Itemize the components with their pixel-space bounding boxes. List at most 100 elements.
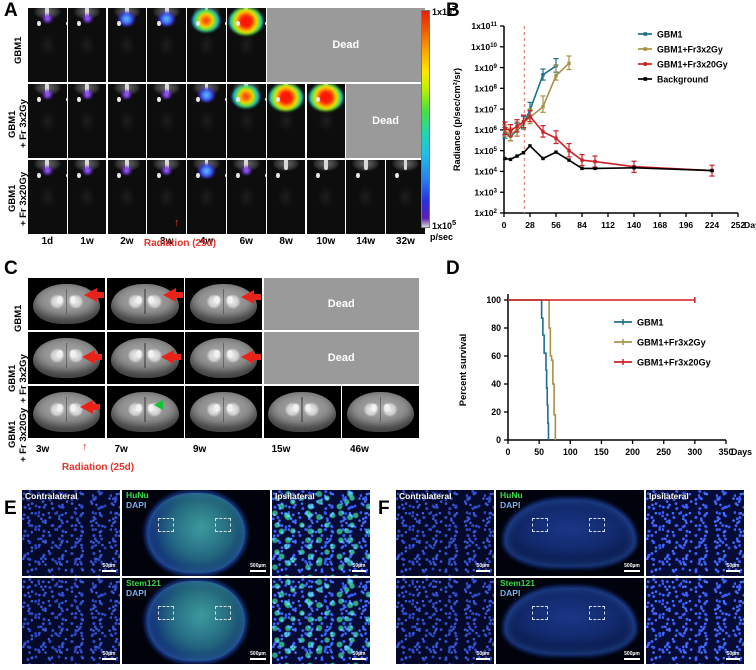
svg-text:40: 40 xyxy=(491,379,501,389)
svg-text:GBM1+Fr3x20Gy: GBM1+Fr3x20Gy xyxy=(657,59,728,69)
bioluminescence-signal xyxy=(240,166,252,176)
panel-b-chart: 1x102 1x103 1x104 1x105 1x106 1x107 1x108 1x109… xyxy=(452,21,756,230)
panel-c-mri-row1-col1 xyxy=(28,278,105,330)
panel-c-row-label-fr3x2gy-line1: GBM1 xyxy=(7,364,18,392)
marker-name: HuNu xyxy=(126,490,149,500)
counterstain-name: DAPI xyxy=(500,499,521,510)
svg-text:Radiance (p/sec/cm²/sr): Radiance (p/sec/cm²/sr) xyxy=(452,68,462,171)
panel-c-mri-row2-col1 xyxy=(28,332,105,384)
panel-a-image-row2-col4 xyxy=(147,84,186,158)
bioluminescence-signal xyxy=(41,166,53,176)
panel-a-timepoint-6w: 6w xyxy=(239,236,253,247)
bioluminescence-signal xyxy=(41,14,53,24)
panel-c-mri-row3-col4 xyxy=(263,386,341,438)
roi-box-contralateral xyxy=(531,605,548,620)
panel-c-dead-box-row1: Dead xyxy=(263,278,419,330)
svg-text:168: 168 xyxy=(653,220,668,230)
scale-bar-50um: 50µm xyxy=(102,564,116,572)
tumor-arrow-icon xyxy=(160,350,181,364)
svg-text:56: 56 xyxy=(551,220,561,230)
bioluminescence-signal xyxy=(232,85,261,109)
svg-text:28: 28 xyxy=(525,220,535,230)
svg-text:84: 84 xyxy=(577,220,587,230)
marker-name: HuNu xyxy=(500,490,523,500)
svg-text:GBM1: GBM1 xyxy=(637,317,664,327)
panel-c-radiation-label: Radiation (25d) xyxy=(61,462,135,473)
svg-text:1x1011: 1x1011 xyxy=(471,21,497,32)
panel-c-row-label-gbm1: GBM1 xyxy=(13,304,24,332)
bioluminescence-signal xyxy=(308,84,343,112)
tumor-arrow-icon xyxy=(84,288,104,302)
colorbar-unit-label: p/sec xyxy=(430,232,454,242)
panel-a-image-row1-col3 xyxy=(107,8,147,82)
panel-a-image-row2-col1 xyxy=(28,84,67,158)
svg-text:100: 100 xyxy=(486,295,501,305)
svg-text:GBM1+Fr3x2Gy: GBM1+Fr3x2Gy xyxy=(657,44,723,54)
roi-box-ipsilateral xyxy=(589,517,606,532)
svg-text:Days: Days xyxy=(744,220,756,230)
brain-slice xyxy=(268,391,336,433)
svg-text:112: 112 xyxy=(601,220,615,230)
svg-text:1x103: 1x103 xyxy=(474,187,497,198)
bioluminescence-signal xyxy=(158,12,176,27)
panel-a-timepoint-4w: 4w xyxy=(199,236,214,247)
svg-text:80: 80 xyxy=(491,323,501,333)
panel-d-letter: D xyxy=(446,258,460,279)
svg-text:50: 50 xyxy=(534,447,544,457)
panel-a-image-row2-col6 xyxy=(227,84,266,158)
panel-a-image-row3-col10 xyxy=(386,160,425,234)
panelF-grid-ipsilateral-inset-row1: 50µm Ipsilateral xyxy=(646,490,744,576)
panel-c-mri-row3-col5 xyxy=(342,386,419,438)
svg-text:GBM1+Fr3x2Gy: GBM1+Fr3x2Gy xyxy=(637,337,707,347)
marker-name: Stem121 xyxy=(500,578,535,588)
scale-bar-50um: 50µm xyxy=(476,652,490,660)
scale-bar-500um: 500µm xyxy=(624,564,640,572)
panelF-grid-contralateral-inset-row2: 50µm xyxy=(396,578,494,664)
panel-a-dead-box-row1: Dead xyxy=(266,8,425,82)
brain-slice xyxy=(111,391,179,433)
svg-text:0: 0 xyxy=(502,220,507,230)
panelE-grid-ipsilateral-label: Ipsilateral xyxy=(275,491,315,501)
svg-text:200: 200 xyxy=(625,447,640,457)
bioluminescence-signal xyxy=(192,9,221,33)
scale-bar-500um: 500µm xyxy=(250,564,266,572)
marker-name: Stem121 xyxy=(126,578,161,588)
scale-bar-50um: 50µm xyxy=(352,652,366,660)
panelE-grid-channel-label-row1: HuNu DAPI xyxy=(126,490,149,511)
scale-bar-50um: 50µm xyxy=(476,564,490,572)
svg-text:0: 0 xyxy=(506,447,511,457)
tumor-arrow-icon xyxy=(80,400,100,414)
panel-a-image-row2-col3 xyxy=(107,84,147,158)
panel-c-mri-row2-col3 xyxy=(185,332,262,384)
svg-text:300: 300 xyxy=(688,447,703,457)
panel-a-row-label-gbm1: GBM1 xyxy=(13,36,24,64)
tumor-arrow-icon xyxy=(241,290,261,304)
panelE-grid-ipsilateral-inset-row1: 50µm Ipsilateral xyxy=(272,490,370,576)
panel-c-row-label-fr3x20gy-line1: GBM1 xyxy=(7,420,18,448)
bioluminescence-signal xyxy=(161,90,173,100)
panel-a-image-row3-col6 xyxy=(227,160,266,234)
svg-text:1x107: 1x107 xyxy=(474,104,497,115)
panel-a-timepoint-2w: 2w xyxy=(120,236,134,247)
panelF-grid-wholebrain-row2: Stem121 DAPI 500µm xyxy=(496,578,644,664)
panel-a-image-row1-col2 xyxy=(67,8,107,82)
panel-a-image-row2-col7 xyxy=(266,84,306,158)
svg-text:GBM1+Fr3x20Gy: GBM1+Fr3x20Gy xyxy=(637,357,712,367)
panel-a-image-row3-col3 xyxy=(107,160,147,234)
panelE-grid-contralateral-inset-row2: 50µm xyxy=(22,578,120,664)
svg-text:250: 250 xyxy=(656,447,671,457)
panel-b-letter: B xyxy=(446,0,460,21)
svg-text:Percent survival: Percent survival xyxy=(457,334,468,406)
panel-a-image-row3-col4 xyxy=(147,160,186,234)
panel-a-image-row3-col1 xyxy=(28,160,67,234)
panel-a-image-row2-col8 xyxy=(306,84,346,158)
panel-a-image-row1-col1 xyxy=(28,8,67,82)
panel-c-mri-row2-col2 xyxy=(106,332,184,384)
colorbar-min-label: 1x105 xyxy=(432,218,457,231)
tumor-arrow-icon xyxy=(82,350,102,364)
scale-bar-50um: 50µm xyxy=(352,564,366,572)
panel-a-dead-box-row2: Dead xyxy=(346,84,425,158)
panel-c-letter: C xyxy=(4,258,18,279)
panel-a-image-row3-col5 xyxy=(187,160,226,234)
